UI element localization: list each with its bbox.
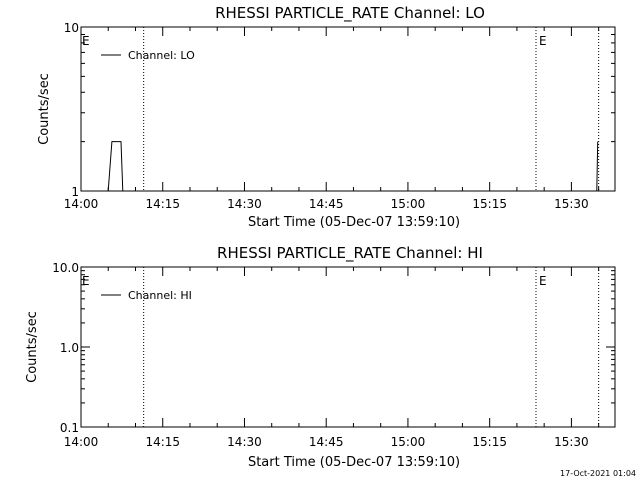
event-marker-label: E [539, 34, 547, 48]
x-tick-label: 15:15 [472, 435, 507, 449]
plot-timestamp: 17-Oct-2021 01:04 [560, 469, 636, 478]
start-marker-label: E [82, 274, 90, 288]
x-tick-label: 14:00 [64, 435, 99, 449]
x-tick-label: 15:00 [391, 435, 426, 449]
legend-label: Channel: HI [128, 289, 192, 302]
event-marker-label: E [539, 274, 547, 288]
x-axis-label: Start Time (05-Dec-07 13:59:10) [248, 215, 460, 230]
x-tick-label: 14:45 [309, 197, 344, 211]
start-marker-label: E [82, 34, 90, 48]
x-tick-label: 14:15 [145, 435, 180, 449]
x-axis-label: Start Time (05-Dec-07 13:59:10) [248, 455, 460, 470]
series-line [107, 141, 124, 192]
x-tick-label: 15:00 [391, 197, 426, 211]
chart-panel-1: RHESSI PARTICLE_RATE Channel: HI 14:00 14:… [25, 244, 616, 470]
y-tick-label: 1.0 [60, 341, 79, 355]
x-tick-label: 15:30 [554, 197, 589, 211]
chart-panel-0: RHESSI PARTICLE_RATE Channel: LO 14:00 14:… [37, 4, 616, 230]
plot-frame [80, 26, 616, 192]
legend-label: Channel: LO [128, 49, 195, 62]
x-tick-label: 14:00 [64, 197, 99, 211]
chart-title: RHESSI PARTICLE_RATE Channel: LO [215, 4, 485, 23]
y-tick-label: 10 [64, 21, 79, 35]
x-tick-label: 14:15 [145, 197, 180, 211]
x-tick-label: 15:30 [554, 435, 589, 449]
y-tick-label: 0.1 [60, 421, 79, 435]
x-tick-label: 14:30 [227, 435, 262, 449]
chart-title: RHESSI PARTICLE_RATE Channel: HI [217, 244, 483, 263]
x-tick-label: 14:30 [227, 197, 262, 211]
series-line [596, 141, 599, 192]
y-tick-label: 10.0 [52, 261, 79, 275]
y-axis-label: Counts/sec [37, 73, 52, 145]
x-tick-label: 15:15 [472, 197, 507, 211]
y-tick-label: 1 [71, 185, 79, 199]
y-axis-label: Counts/sec [25, 311, 40, 383]
x-tick-label: 14:45 [309, 435, 344, 449]
